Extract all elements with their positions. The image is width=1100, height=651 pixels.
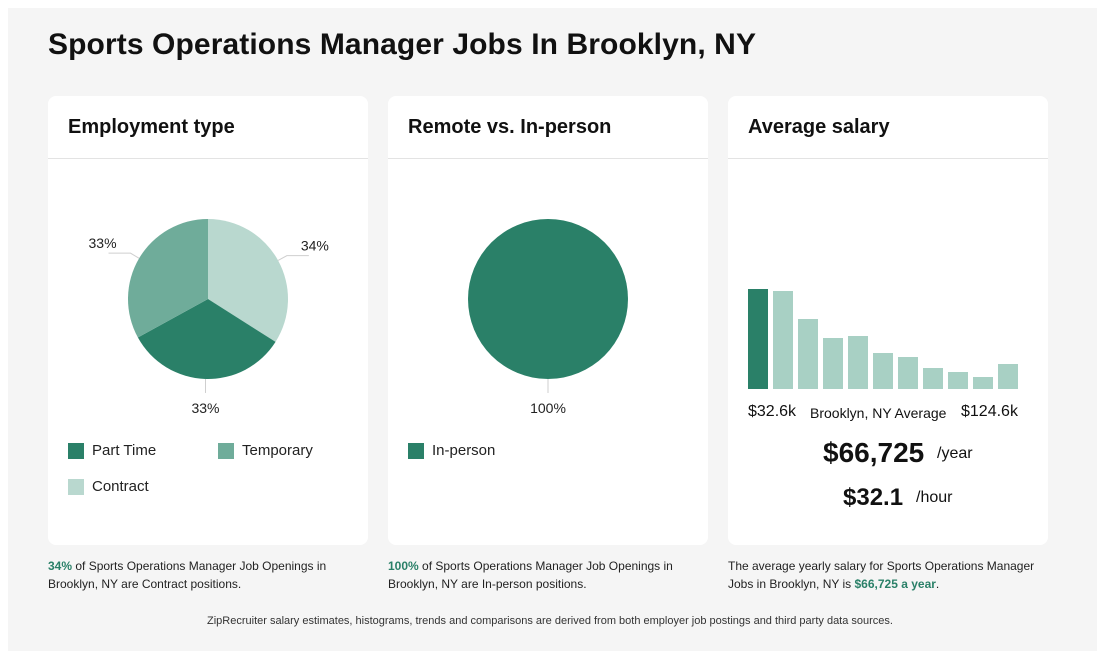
histogram-bar bbox=[773, 291, 793, 389]
caption-text: of Sports Operations Manager Job Opening… bbox=[388, 559, 673, 591]
remote-vs-in-person-card: Remote vs. In-person 100% In-person bbox=[388, 96, 708, 545]
pie-leader-line bbox=[277, 255, 309, 261]
caption-highlight: $66,725 a year bbox=[854, 577, 936, 591]
divider bbox=[48, 158, 368, 159]
legend-swatch bbox=[68, 442, 84, 459]
salary-min-label: $32.6k bbox=[748, 403, 797, 420]
pie-label-in-person: 100% bbox=[530, 400, 566, 416]
pie-label-part-time: 33% bbox=[191, 400, 219, 416]
employment-type-card: Employment type 34% 33% 33% Part Time Temp… bbox=[48, 96, 368, 545]
employment-type-pie-chart: 34% 33% 33% bbox=[89, 219, 329, 416]
caption-text: of Sports Operations Manager Job Opening… bbox=[48, 559, 327, 591]
legend-item-temporary: Temporary bbox=[218, 442, 313, 459]
pie-leader-line bbox=[108, 252, 140, 259]
legend-label: Part Time bbox=[92, 442, 157, 459]
salary-max-label: $124.6k bbox=[961, 403, 1018, 420]
divider bbox=[388, 158, 708, 159]
histogram-bar bbox=[998, 364, 1018, 389]
pie-slice-contract bbox=[208, 219, 288, 342]
histogram-bar bbox=[873, 353, 893, 389]
caption-end: . bbox=[935, 577, 940, 591]
footer-note: ZipRecruiter salary estimates, histogram… bbox=[207, 615, 893, 627]
histogram-bar bbox=[823, 338, 843, 389]
pie-label-temporary: 33% bbox=[89, 235, 117, 251]
caption-highlight: 100% bbox=[388, 559, 419, 573]
employment-caption: 34% of Sports Operations Manager Job Ope… bbox=[48, 557, 348, 593]
legend-swatch bbox=[68, 478, 84, 495]
page-title: Sports Operations Manager Jobs In Brookl… bbox=[48, 28, 757, 61]
legend-swatch bbox=[408, 442, 424, 459]
histogram-bar bbox=[948, 372, 968, 389]
histogram-bar bbox=[898, 357, 918, 389]
caption-text: The average yearly salary for Sports Ope… bbox=[728, 559, 1035, 591]
pie-label-contract: 34% bbox=[301, 238, 329, 254]
salary-average-label: Brooklyn, NY Average bbox=[810, 405, 947, 421]
salary-histogram bbox=[748, 289, 1018, 389]
legend-item-contract: Contract bbox=[68, 478, 149, 495]
legend-label: Contract bbox=[92, 478, 149, 495]
legend-label: In-person bbox=[432, 442, 496, 459]
histogram-bar bbox=[798, 319, 818, 389]
legend-item-part-time: Part Time bbox=[68, 442, 156, 459]
card-title: Average salary bbox=[748, 116, 890, 138]
pie-slice-in-person bbox=[468, 219, 628, 379]
card-title: Remote vs. In-person bbox=[408, 116, 612, 138]
average-salary-card: Average salary $32.6k Brooklyn, NY Avera… bbox=[728, 96, 1048, 545]
histogram-bar bbox=[973, 377, 993, 389]
histogram-bar bbox=[748, 289, 768, 389]
remote-caption: 100% of Sports Operations Manager Job Op… bbox=[388, 557, 688, 593]
pie-slice-part-time bbox=[137, 299, 276, 379]
hourly-salary-value: $32.1 bbox=[843, 484, 904, 511]
legend-swatch bbox=[218, 442, 234, 459]
pie-slice-temporary bbox=[127, 219, 208, 338]
yearly-unit: /year bbox=[937, 445, 973, 462]
histogram-bar bbox=[923, 368, 943, 389]
legend-item-in-person: In-person bbox=[408, 442, 495, 459]
salary-caption: The average yearly salary for Sports Ope… bbox=[728, 557, 1048, 593]
remote-vs-in-person-pie-chart: 100% bbox=[468, 219, 628, 416]
yearly-salary-value: $66,725 bbox=[823, 437, 925, 468]
card-title: Employment type bbox=[68, 116, 235, 138]
divider bbox=[728, 158, 1048, 159]
hourly-unit: /hour bbox=[916, 489, 953, 506]
legend-label: Temporary bbox=[242, 442, 313, 459]
histogram-bar bbox=[848, 336, 868, 389]
caption-highlight: 34% bbox=[48, 559, 73, 573]
